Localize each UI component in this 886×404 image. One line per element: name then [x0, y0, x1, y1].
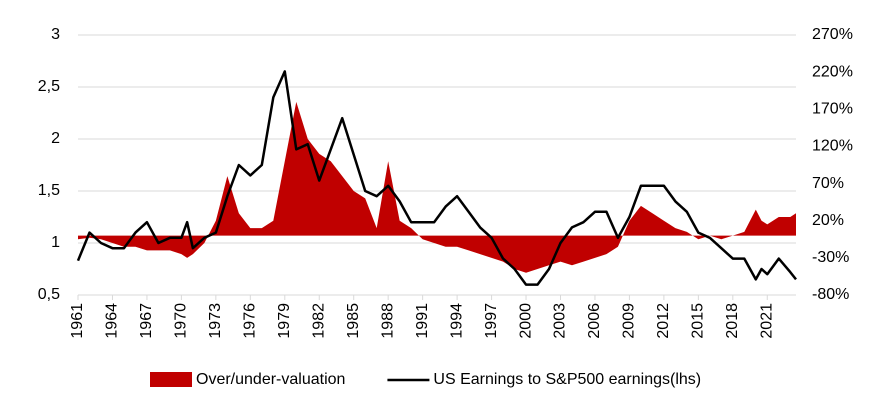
- x-tick-label: 2006: [586, 303, 603, 339]
- y-tick-label: 0,5: [38, 286, 60, 303]
- x-tick-label: 1970: [173, 303, 190, 339]
- x-tick-label: 1988: [379, 303, 396, 339]
- legend-label: US Earnings to S&P500 earnings(lhs): [433, 371, 701, 388]
- x-tick-label: 1961: [69, 303, 86, 339]
- y2-tick-label: -80%: [812, 286, 849, 303]
- x-tick-label: 2018: [724, 303, 741, 339]
- x-tick-label: 1976: [242, 303, 259, 339]
- x-tick-label: 1997: [483, 303, 500, 339]
- y-tick-label: 1: [51, 234, 60, 251]
- y2-tick-label: 170%: [812, 101, 853, 118]
- y-tick-label: 3: [51, 26, 60, 43]
- x-tick-label: 2000: [517, 303, 534, 339]
- x-tick-label: 1964: [104, 303, 121, 339]
- area: [78, 101, 796, 273]
- x-tick-label: 1967: [138, 303, 155, 339]
- legend-swatch: [150, 372, 192, 387]
- y2-tick-label: 220%: [812, 63, 853, 80]
- x-tick-label: 2009: [621, 303, 638, 339]
- line: [76, 70, 797, 286]
- x-tick-label: 2015: [690, 303, 707, 339]
- y-tick-label: 1,5: [38, 182, 60, 199]
- y-tick-label: 2,5: [38, 78, 60, 95]
- y2-tick-label: 120%: [812, 138, 853, 155]
- x-tick-label: 1973: [207, 303, 224, 339]
- y2-tick-label: 20%: [812, 212, 844, 229]
- x-tick-label: 1985: [345, 303, 362, 339]
- x-tick-label: 1982: [310, 303, 327, 339]
- y2-tick-label: 70%: [812, 175, 844, 192]
- x-tick-label: 1991: [414, 303, 431, 339]
- x-tick-label: 1994: [448, 303, 465, 339]
- x-tick-label: 2021: [758, 303, 775, 339]
- y2-tick-label: 270%: [812, 26, 853, 43]
- x-tick-label: 1979: [276, 303, 293, 339]
- x-tick-label: 2003: [552, 303, 569, 339]
- y2-tick-label: -30%: [812, 249, 849, 266]
- x-tick-label: 2012: [655, 303, 672, 339]
- y-tick-label: 2: [51, 130, 60, 147]
- legend-label: Over/under-valuation: [196, 371, 345, 388]
